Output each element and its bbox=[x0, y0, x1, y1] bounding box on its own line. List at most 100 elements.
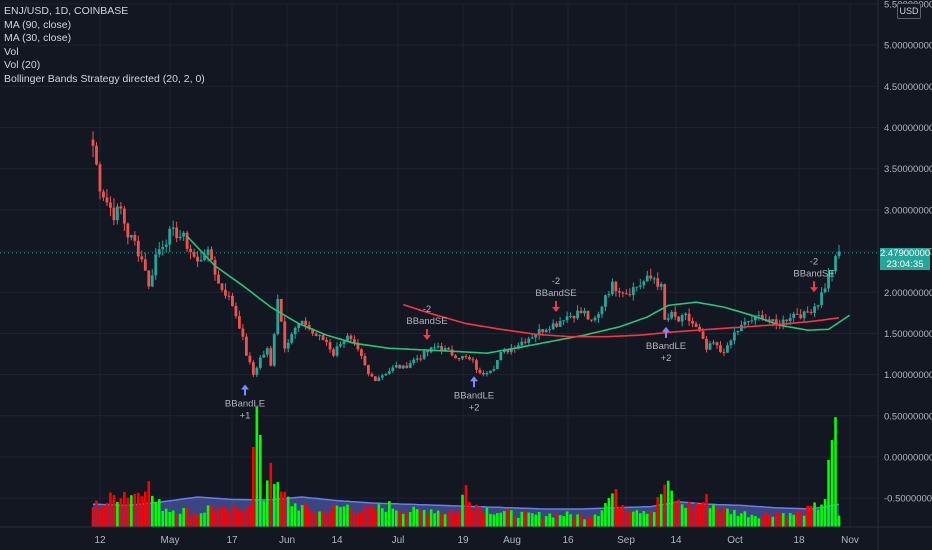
volume-bar bbox=[433, 513, 436, 527]
volume-bar bbox=[241, 511, 245, 527]
volume-bar bbox=[286, 496, 290, 527]
candle-body bbox=[475, 360, 478, 370]
candle-body bbox=[576, 310, 579, 319]
volume-bar bbox=[715, 507, 719, 527]
legend-vol[interactable]: Vol bbox=[4, 45, 19, 58]
candle-body bbox=[168, 228, 172, 245]
last-price-tag: 2.47900000 23:04:35 bbox=[880, 247, 930, 270]
candle-body bbox=[813, 306, 816, 313]
candle-body bbox=[551, 323, 555, 330]
volume-bar bbox=[719, 511, 722, 527]
volume-bar bbox=[743, 511, 747, 527]
volume-bar bbox=[123, 492, 126, 527]
price-tick-label: 4.50000000 bbox=[884, 82, 932, 93]
volume-bar bbox=[628, 511, 632, 527]
time-axis[interactable]: 12 May 17 Jun 14 Jul 19 Aug 16 Sep 14 Oct 18 Nov bbox=[94, 535, 858, 546]
legend-bollinger[interactable]: Bollinger Bands Strategy directed (20, 2… bbox=[4, 72, 205, 85]
candle-body bbox=[771, 319, 775, 322]
volume-bar bbox=[607, 497, 611, 527]
candle-body bbox=[213, 259, 217, 275]
candle-body bbox=[593, 317, 597, 321]
candle-body bbox=[691, 320, 694, 324]
candle-body bbox=[694, 323, 698, 327]
candle-body bbox=[258, 357, 262, 368]
price-tick-label: 2.00000000 bbox=[884, 288, 932, 299]
symbol-title[interactable]: ENJ/USD, 1D, COINBASE bbox=[4, 5, 129, 17]
volume-bar bbox=[705, 494, 708, 527]
candle-body bbox=[269, 348, 273, 366]
volume-bar bbox=[367, 506, 370, 527]
candle-body bbox=[147, 270, 151, 287]
chart-grid bbox=[0, 3, 878, 527]
candle-body bbox=[129, 235, 133, 238]
candle-body bbox=[307, 324, 311, 329]
volume-bar bbox=[788, 512, 792, 527]
volume-bar bbox=[102, 505, 105, 527]
candle-body bbox=[342, 341, 346, 345]
volume-bar bbox=[496, 513, 499, 527]
volume-bar bbox=[558, 515, 562, 527]
candle-body bbox=[297, 324, 301, 328]
candle-body bbox=[272, 334, 276, 366]
volume-bar bbox=[175, 514, 178, 527]
volume-bar bbox=[454, 513, 457, 527]
volume-bar bbox=[673, 500, 677, 527]
candle-body bbox=[604, 295, 607, 307]
candle-body bbox=[251, 362, 255, 375]
volume-bar bbox=[265, 480, 269, 527]
candle-body bbox=[91, 139, 95, 146]
volume-bar bbox=[722, 506, 726, 527]
candle-body bbox=[757, 315, 761, 317]
candle-body bbox=[157, 249, 161, 255]
volume-bar bbox=[154, 502, 158, 527]
candle-body bbox=[122, 208, 126, 224]
candle-body bbox=[809, 311, 813, 313]
legend-ma30[interactable]: MA (30, close) bbox=[4, 32, 72, 45]
volume-bar bbox=[290, 506, 294, 527]
candle-body bbox=[684, 313, 688, 316]
volume-bar bbox=[213, 510, 217, 527]
volume-bar bbox=[109, 492, 112, 527]
candle-body bbox=[767, 319, 771, 322]
candle-body bbox=[196, 256, 199, 262]
volume-bars bbox=[91, 406, 841, 527]
candle-body bbox=[569, 316, 572, 318]
legend-vol20[interactable]: Vol (20) bbox=[4, 59, 41, 72]
signal-label: BBandSE bbox=[793, 268, 834, 279]
candle-body bbox=[109, 202, 112, 208]
currency-badge[interactable]: USD bbox=[897, 3, 921, 19]
volume-bar bbox=[809, 505, 813, 527]
candle-body bbox=[774, 319, 778, 324]
candle-body bbox=[614, 281, 618, 292]
candlesticks bbox=[91, 131, 841, 382]
candle-body bbox=[611, 281, 614, 295]
legend-ma90[interactable]: MA (90, close) bbox=[4, 18, 72, 31]
candle-body bbox=[279, 299, 283, 322]
ma90-line bbox=[403, 303, 840, 338]
candle-body bbox=[680, 315, 684, 322]
volume-bar bbox=[551, 517, 555, 527]
candle-body bbox=[164, 244, 168, 248]
candle-body bbox=[210, 249, 213, 260]
candle-body bbox=[597, 314, 600, 318]
volume-bar bbox=[712, 504, 715, 527]
volume-bar bbox=[572, 517, 576, 527]
candle-body bbox=[286, 342, 290, 349]
volume-bar bbox=[196, 515, 199, 527]
candle-body bbox=[276, 299, 280, 335]
volume-bar bbox=[248, 505, 252, 527]
volume-bar bbox=[388, 501, 391, 527]
volume-bar bbox=[659, 494, 663, 527]
volume-bar bbox=[489, 513, 492, 527]
candle-body bbox=[360, 349, 363, 357]
candle-body bbox=[311, 328, 315, 334]
volume-bar bbox=[245, 507, 248, 527]
candle-body bbox=[415, 358, 419, 360]
candle-body bbox=[419, 358, 423, 360]
volume-bar bbox=[837, 515, 841, 527]
candle-body bbox=[238, 316, 241, 329]
candle-body bbox=[335, 346, 339, 356]
candle-body bbox=[726, 345, 729, 353]
volume-bar bbox=[792, 514, 795, 527]
